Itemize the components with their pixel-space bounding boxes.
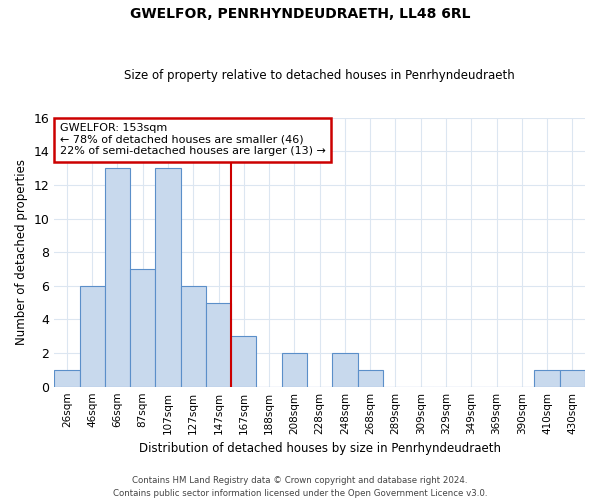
Text: GWELFOR, PENRHYNDEUDRAETH, LL48 6RL: GWELFOR, PENRHYNDEUDRAETH, LL48 6RL	[130, 8, 470, 22]
Bar	[54, 370, 80, 386]
Bar	[560, 370, 585, 386]
Text: GWELFOR: 153sqm
← 78% of detached houses are smaller (46)
22% of semi-detached h: GWELFOR: 153sqm ← 78% of detached houses…	[59, 124, 325, 156]
Bar	[181, 286, 206, 386]
Bar	[105, 168, 130, 386]
Bar	[358, 370, 383, 386]
Text: Contains HM Land Registry data © Crown copyright and database right 2024.
Contai: Contains HM Land Registry data © Crown c…	[113, 476, 487, 498]
Title: Size of property relative to detached houses in Penrhyndeudraeth: Size of property relative to detached ho…	[124, 69, 515, 82]
Y-axis label: Number of detached properties: Number of detached properties	[15, 160, 28, 346]
Bar	[535, 370, 560, 386]
Bar	[130, 269, 155, 386]
Bar	[80, 286, 105, 386]
Bar	[231, 336, 256, 386]
Bar	[282, 353, 307, 386]
Bar	[155, 168, 181, 386]
Bar	[332, 353, 358, 386]
Bar	[206, 302, 231, 386]
X-axis label: Distribution of detached houses by size in Penrhyndeudraeth: Distribution of detached houses by size …	[139, 442, 500, 455]
